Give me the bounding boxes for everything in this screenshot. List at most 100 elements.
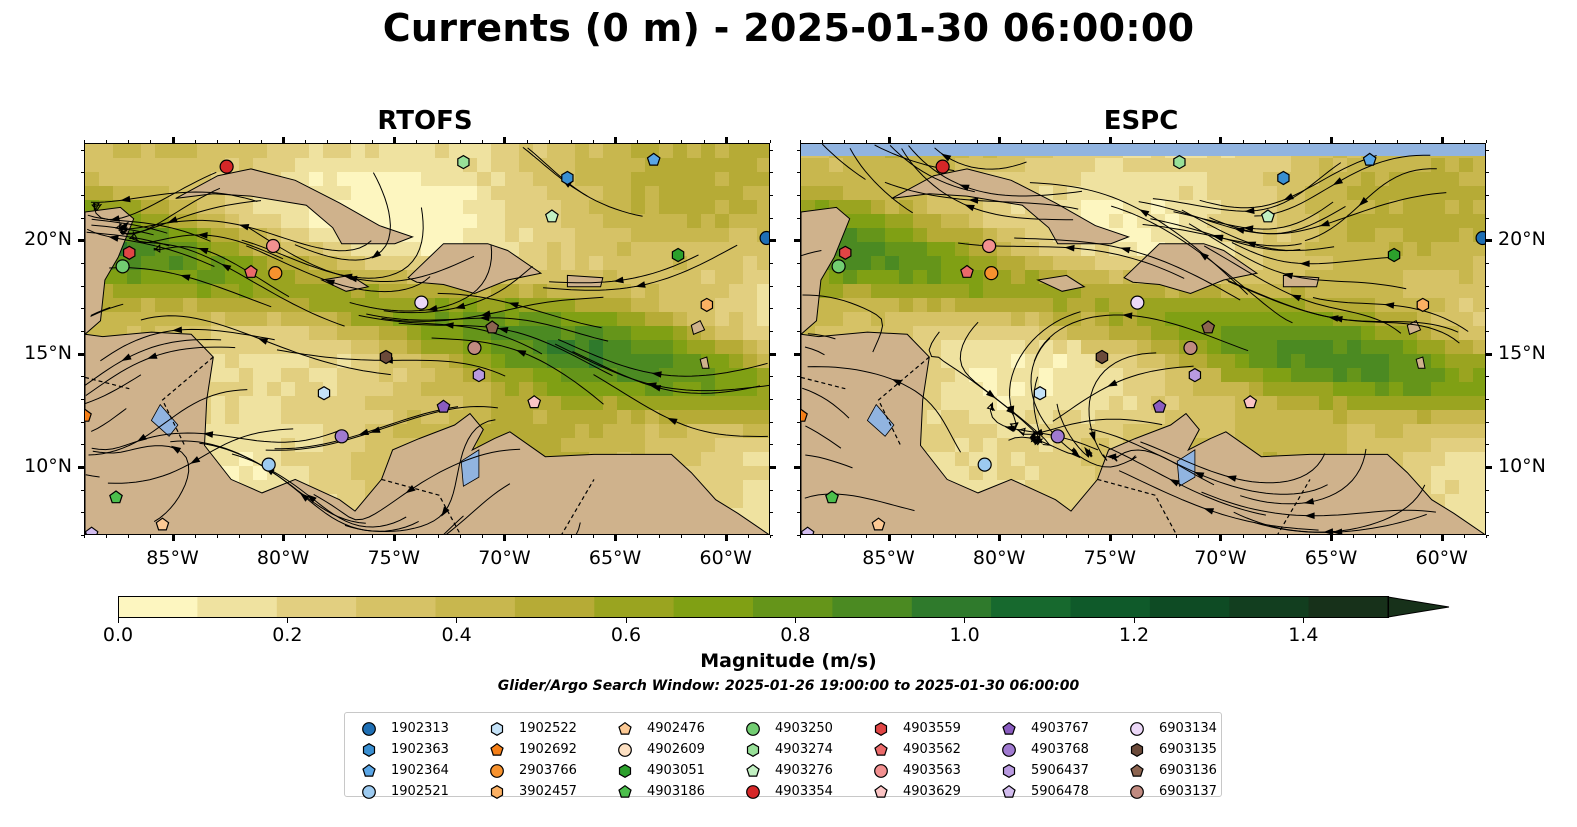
legend-label: 4902476 (647, 721, 705, 736)
colorbar-segment (991, 597, 1072, 617)
platform-marker-6903135 (1095, 349, 1109, 365)
legend-item: 1902692 (489, 739, 577, 760)
x-minor-tick (1176, 535, 1178, 538)
x-minor-tick (106, 535, 108, 538)
colorbar-tick (1302, 618, 1304, 623)
x-minor-tick (659, 140, 661, 143)
x-minor-tick (1486, 535, 1487, 538)
circle-marker-icon (1130, 721, 1144, 736)
platform-marker-4903768 (334, 429, 349, 444)
legend-item: 4903563 (873, 760, 961, 781)
y-minor-tick (797, 444, 800, 446)
y-minor-tick (1486, 172, 1489, 174)
legend-label: 6903136 (1159, 763, 1217, 778)
x-minor-tick (637, 535, 639, 538)
platform-marker-4903767 (1152, 399, 1167, 413)
y-tick-right (770, 466, 776, 470)
legend-item: 4903629 (873, 781, 961, 802)
y-minor-tick (81, 285, 84, 287)
legend-item: 1902521 (361, 781, 449, 802)
colorbar-title: Magnitude (m/s) (700, 650, 877, 672)
x-minor-tick (637, 140, 639, 143)
y-minor-tick (1486, 399, 1489, 401)
y-minor-tick (81, 217, 84, 219)
x-minor-tick (932, 140, 934, 143)
x-tick-bottom (171, 535, 175, 541)
x-tick-label: 80°W (256, 547, 310, 569)
y-minor-tick (81, 331, 84, 333)
legend-item: 1902313 (361, 718, 449, 739)
x-minor-tick (977, 535, 979, 538)
x-tick-top (887, 137, 891, 143)
legend-item: 4903274 (745, 739, 833, 760)
legend-column: 1902522 1902692 2903766 3902457 (489, 718, 577, 802)
x-tick-bottom (887, 535, 891, 541)
x-minor-tick (106, 140, 108, 143)
y-minor-tick (81, 308, 84, 310)
x-minor-tick (954, 140, 956, 143)
circle-marker-icon (746, 784, 760, 799)
y-minor-tick (1486, 444, 1489, 446)
legend-label: 4903768 (1031, 742, 1089, 757)
y-minor-tick (770, 376, 773, 378)
colorbar-segment (1308, 597, 1389, 617)
x-minor-tick (977, 140, 979, 143)
y-minor-tick (770, 512, 773, 514)
x-minor-tick (1198, 535, 1200, 538)
x-minor-tick (128, 140, 130, 143)
x-tick-top (503, 137, 507, 143)
legend-item: 4903051 (617, 760, 705, 781)
colorbar-tick (456, 618, 458, 623)
legend-label: 4903629 (903, 784, 961, 799)
x-minor-tick (681, 140, 683, 143)
x-minor-tick (305, 140, 307, 143)
circle-marker-icon (490, 763, 504, 778)
y-minor-tick (1486, 217, 1489, 219)
x-minor-tick (800, 140, 801, 143)
x-minor-tick (150, 535, 152, 538)
y-minor-tick (1486, 149, 1489, 151)
x-minor-tick (1154, 535, 1156, 538)
y-tick-right (770, 352, 776, 356)
legend-label: 4902609 (647, 742, 705, 757)
x-tick-label: 60°W (1415, 547, 1468, 569)
y-tick-left (794, 466, 800, 470)
x-minor-tick (216, 140, 218, 143)
pentagon-marker-icon (1002, 784, 1016, 798)
platform-marker-4903250 (115, 259, 130, 274)
platform-marker-1902522 (1033, 386, 1047, 401)
x-minor-tick (1043, 535, 1045, 538)
pentagon-marker-icon (1002, 721, 1016, 735)
legend-column: 6903134 6903135 6903136 6903137 (1129, 718, 1217, 802)
x-minor-tick (910, 535, 912, 538)
y-minor-tick (797, 376, 800, 378)
x-tick-top (614, 137, 618, 143)
x-minor-tick (570, 140, 572, 143)
hexagon-marker-icon (490, 721, 504, 736)
platform-marker-4902476 (871, 517, 886, 531)
y-tick-left (794, 352, 800, 356)
legend: 1902313 1902363 1902364 1902521 1902522 19026… (344, 712, 1222, 799)
x-tick-top (724, 137, 728, 143)
y-minor-tick (797, 285, 800, 287)
x-tick-label: 85°W (862, 547, 915, 569)
x-tick-label: 65°W (1304, 547, 1358, 569)
legend-item: 6903135 (1129, 739, 1217, 760)
legend-label: 6903135 (1159, 742, 1217, 757)
y-minor-tick (1486, 285, 1489, 287)
x-minor-tick (1154, 140, 1156, 143)
colorbar-tick-label: 0.6 (610, 624, 642, 646)
colorbar-segment (594, 597, 675, 617)
circle-marker-icon (618, 742, 632, 757)
platform-marker-4903354 (935, 159, 950, 174)
legend-item: 4903250 (745, 718, 833, 739)
y-minor-tick (1486, 376, 1489, 378)
circle-marker-icon (362, 784, 376, 799)
pentagon-marker-icon (874, 742, 888, 756)
x-minor-tick (371, 140, 373, 143)
colorbar-tick (964, 618, 966, 623)
x-minor-tick (1176, 140, 1178, 143)
x-minor-tick (1353, 140, 1355, 143)
platform-marker-4903562 (244, 264, 258, 278)
legend-column: 4902476 4902609 4903051 4903186 (617, 718, 705, 802)
